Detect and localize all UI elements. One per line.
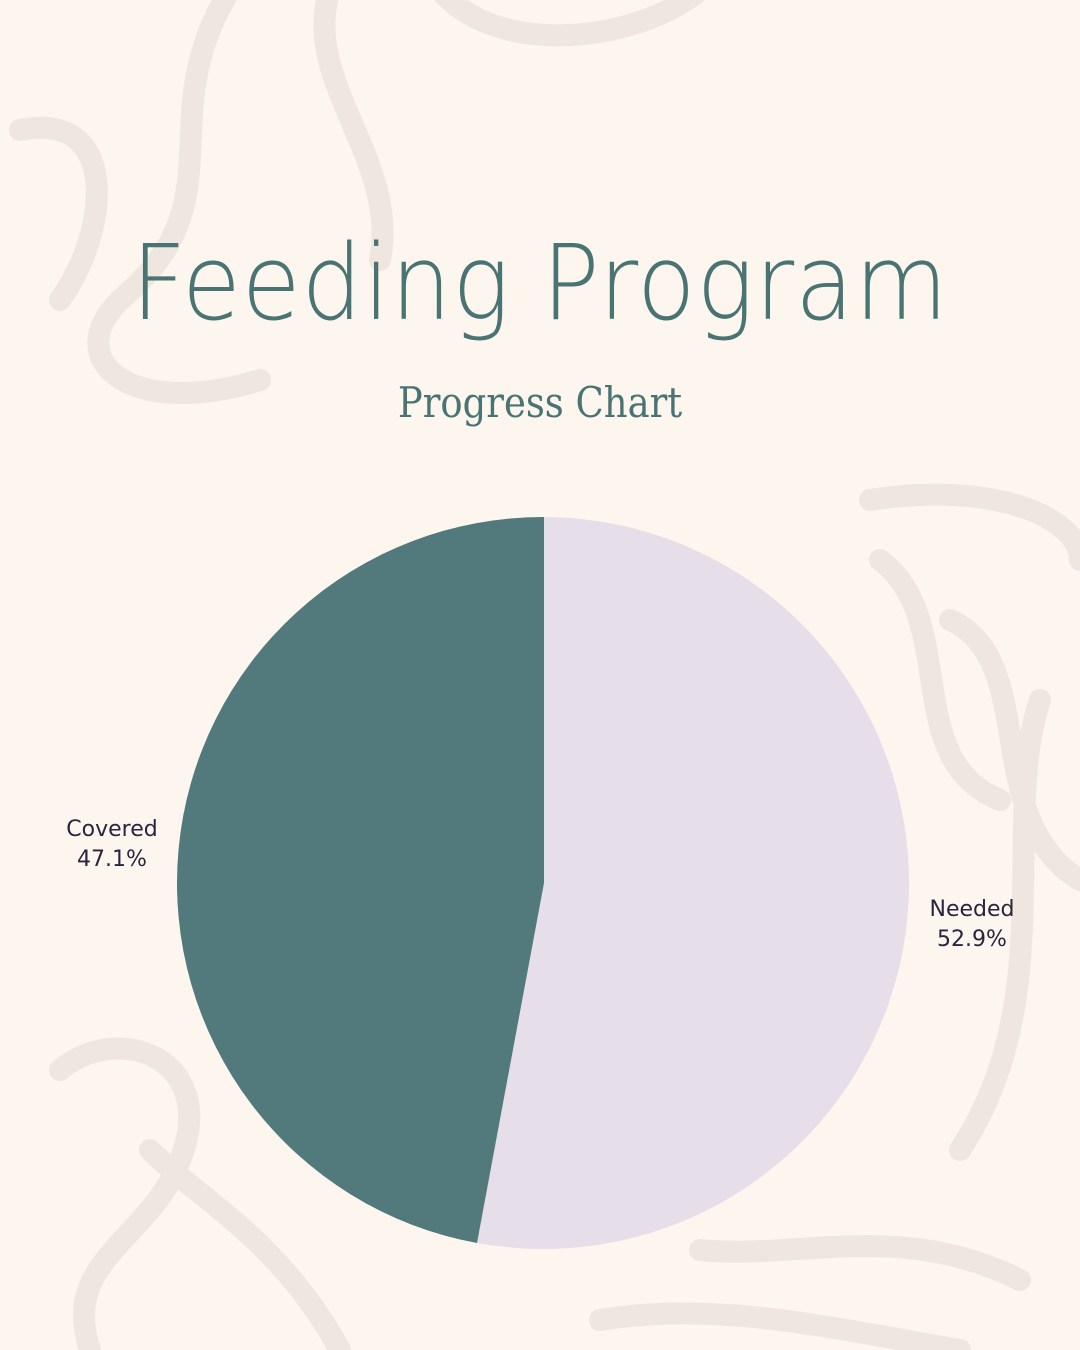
page-subtitle: Progress Chart	[397, 378, 683, 427]
covered-label-value: 47.1%	[77, 847, 147, 872]
covered-label-name: Covered	[66, 817, 158, 842]
needed-label: Needed 52.9%	[910, 895, 1034, 955]
needed-label-name: Needed	[929, 897, 1015, 922]
page-title: Feeding Program	[131, 222, 949, 344]
covered-label: Covered 47.1%	[52, 815, 172, 875]
pie-slice-needed	[477, 517, 909, 1249]
needed-label-value: 52.9%	[937, 927, 1007, 952]
pie-slice-covered	[176, 516, 544, 1243]
